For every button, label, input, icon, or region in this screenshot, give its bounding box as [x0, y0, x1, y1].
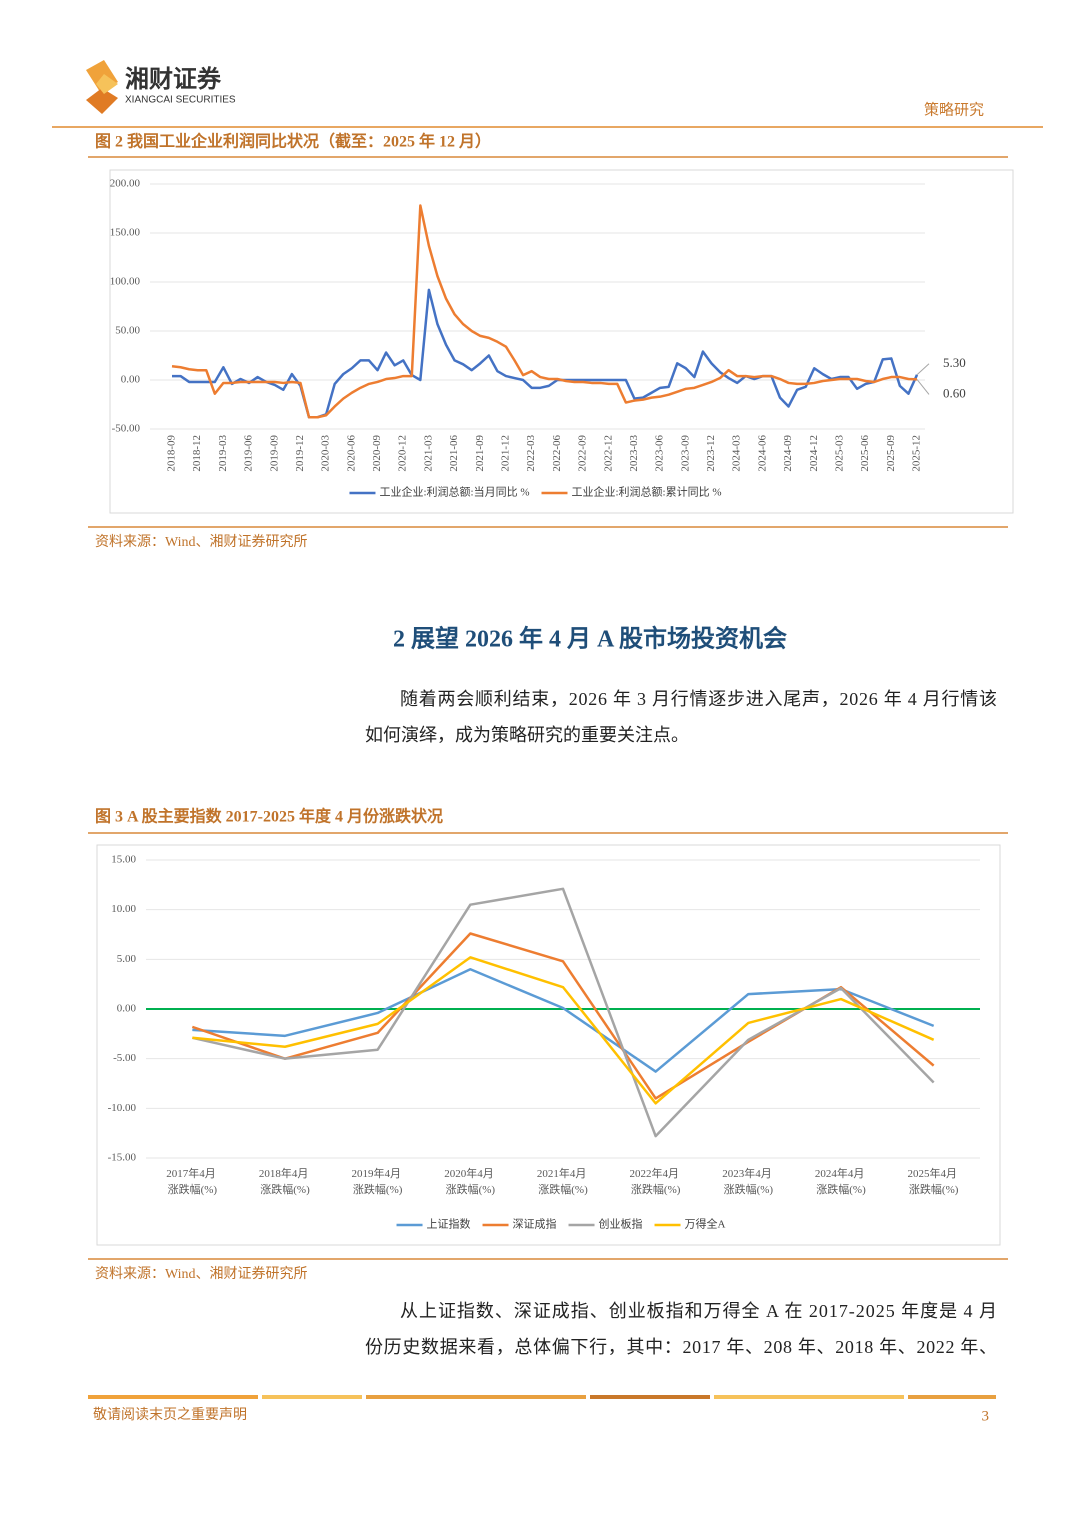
x-tick-label: 2019年4月 涨跌幅(%) [352, 1166, 404, 1196]
x-tick-label: 2019-03 [217, 435, 229, 472]
x-tick-label: 2022-09 [577, 435, 589, 472]
y-tick-label: 15.00 [111, 854, 136, 866]
x-tick-label: 2019-09 [268, 435, 280, 472]
figure-source: 资料来源：Wind、湘财证券研究所 [95, 534, 308, 550]
figure-title: 图 2 我国工业企业利润同比状况（截至：2025 年 12 月） [95, 132, 491, 151]
x-tick-label: 2024年4月 涨跌幅(%) [815, 1166, 867, 1196]
x-tick-label: 2018年4月 涨跌幅(%) [259, 1166, 311, 1196]
y-tick-label: -5.00 [113, 1052, 136, 1064]
chart: -50.00 0.00 50.00 100.00 150.00 200.00 2018-09… [110, 178, 966, 499]
figure-title: 图 3 A 股主要指数 2017-2025 年度 4 月份涨跌状况 [95, 807, 443, 826]
paragraph-line: 随着两会顺利结束，2026 年 3 月行情逐步进入尾声，2026 年 4 月行情… [400, 689, 997, 709]
company-cn: 湘财证券 [125, 65, 222, 93]
legend-label: 创业板指 [599, 1217, 643, 1231]
y-tick-label: -10.00 [108, 1102, 137, 1114]
x-tick-label: 2023-06 [654, 435, 666, 472]
x-tick-label: 2021-12 [499, 435, 511, 472]
section-heading: 2 展望 2026 年 4 月 A 股市场投资机会 [393, 625, 787, 653]
x-tick-label: 2025-12 [911, 435, 923, 472]
y-tick-label: -15.00 [108, 1152, 137, 1164]
x-tick-label: 2025-09 [885, 435, 897, 472]
footer-note: 敬请阅读末页之重要声明 [93, 1406, 247, 1423]
x-tick-label: 2022年4月 涨跌幅(%) [630, 1166, 682, 1196]
x-tick-label: 2022-12 [602, 435, 614, 472]
series-line [192, 887, 935, 1138]
chart-frame [109, 169, 1014, 514]
company-en: XIANGCAI SECURITIES [125, 95, 236, 106]
x-tick-label: 2020-06 [345, 435, 357, 472]
x-tick-label: 2024-06 [756, 435, 768, 472]
y-tick-label: 0.00 [121, 374, 141, 386]
x-tick-label: 2024-12 [808, 435, 820, 472]
paragraph-line: 从上证指数、深证成指、创业板指和万得全 A 在 2017-2025 年度是 4 … [400, 1301, 997, 1321]
legend-label: 工业企业:利润总额:当月同比 % [379, 485, 529, 499]
footer-bar [88, 1395, 996, 1399]
y-tick-label: 10.00 [111, 903, 136, 915]
x-tick-label: 2022-03 [525, 435, 537, 472]
y-tick-label: 0.00 [117, 1003, 137, 1015]
section-name: 策略研究 [924, 101, 984, 118]
y-tick-label: 200.00 [110, 178, 141, 190]
series-line [192, 956, 935, 1105]
x-tick-label: 2023-09 [679, 435, 691, 472]
x-tick-label: 2023-12 [705, 435, 717, 472]
x-tick-label: 2021-03 [422, 435, 434, 472]
y-tick-label: 5.00 [117, 953, 137, 965]
legend-label: 上证指数 [427, 1217, 471, 1231]
y-tick-label: 50.00 [115, 325, 140, 337]
x-tick-label: 2018-12 [191, 435, 203, 472]
x-tick-label: 2025年4月 涨跌幅(%) [908, 1166, 960, 1196]
x-tick-label: 2021-09 [474, 435, 486, 472]
x-tick-label: 2024-09 [782, 435, 794, 472]
x-tick-label: 2020年4月 涨跌幅(%) [444, 1166, 496, 1196]
x-tick-label: 2020-09 [371, 435, 383, 472]
legend-label: 万得全A [685, 1217, 726, 1231]
x-tick-label: 2019-12 [294, 435, 306, 472]
x-tick-label: 2023年4月 涨跌幅(%) [722, 1166, 774, 1196]
y-tick-label: 150.00 [110, 227, 141, 239]
x-tick-label: 2018-09 [166, 435, 178, 472]
series-line [172, 288, 919, 419]
figure-source: 资料来源：Wind、湘财证券研究所 [95, 1266, 308, 1282]
x-tick-label: 2020-03 [320, 435, 332, 472]
x-tick-label: 2025-06 [859, 435, 871, 472]
y-tick-label: -50.00 [112, 423, 141, 435]
series-line [171, 204, 918, 419]
x-tick-label: 2022-06 [551, 435, 563, 472]
paragraph-line: 如何演绎，成为策略研究的重要关注点。 [365, 725, 689, 745]
legend-label: 工业企业:利润总额:累计同比 % [572, 485, 722, 499]
x-tick-label: 2024-03 [731, 435, 743, 472]
x-tick-label: 2020-12 [397, 435, 409, 472]
legend-label: 深证成指 [513, 1217, 557, 1231]
data-label: 5.30 [943, 355, 966, 370]
x-tick-label: 2021-06 [448, 435, 460, 472]
label-leader [916, 363, 930, 376]
x-tick-label: 2017年4月 涨跌幅(%) [166, 1166, 218, 1196]
chart: -15.00 -10.00 -5.00 0.00 5.00 10.00 15.00 2017年… [108, 854, 980, 1231]
series-line [192, 968, 935, 1073]
x-tick-label: 2019-06 [243, 435, 255, 472]
page-number: 3 [982, 1408, 990, 1424]
data-label: 0.60 [943, 385, 966, 400]
y-tick-label: 100.00 [110, 276, 141, 288]
x-tick-label: 2025-03 [833, 435, 845, 472]
logo [86, 60, 118, 114]
paragraph-line: 份历史数据来看，总体偏下行，其中：2017 年、208 年、2018 年、202… [365, 1337, 997, 1357]
x-tick-label: 2023-03 [628, 435, 640, 472]
x-tick-label: 2021年4月 涨跌幅(%) [537, 1166, 589, 1196]
body-text: 随着两会顺利结束，2026 年 3 月行情逐步进入尾声，2026 年 4 月行情… [365, 689, 997, 1357]
label-leader [916, 379, 930, 395]
